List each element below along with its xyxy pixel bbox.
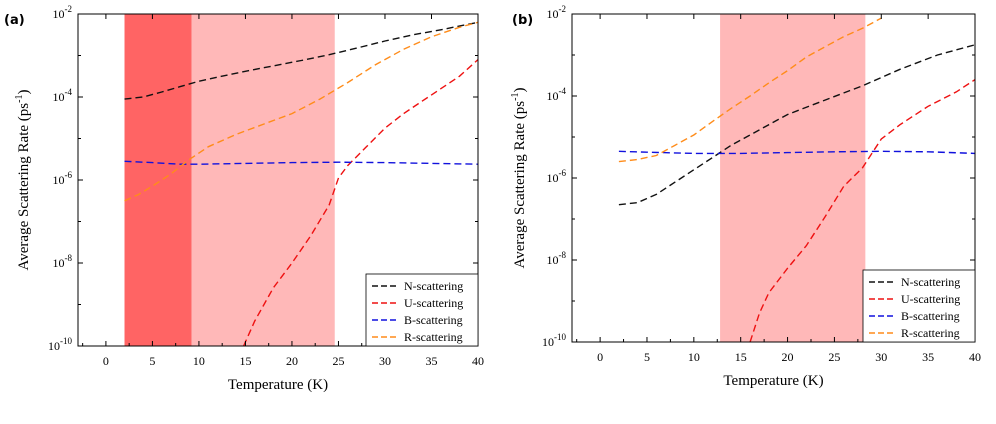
y-tick-exponent: -4	[65, 87, 73, 97]
y-axis-title-prefix: Average Scattering Rate (ps	[16, 103, 32, 271]
y-tick-label: 10-4	[53, 87, 73, 104]
y-tick-base: 10	[53, 90, 65, 104]
y-tick-base: 10	[547, 171, 559, 185]
series-line-u-scattering	[749, 79, 975, 342]
shaded-region	[720, 14, 866, 342]
y-tick-label: 10-8	[53, 253, 73, 270]
y-tick-exponent: -6	[65, 170, 73, 180]
y-axis-title-suffix: )	[512, 88, 528, 93]
x-tick-label: 5	[644, 350, 650, 364]
y-tick-exponent: -6	[559, 168, 567, 178]
legend-label: N-scattering	[901, 275, 960, 289]
x-tick-label: 15	[735, 350, 747, 364]
x-tick-label: 15	[239, 354, 251, 368]
series-line-u-scattering	[242, 59, 478, 346]
y-tick-base: 10	[547, 7, 559, 21]
y-axis-title-suffix: )	[16, 90, 32, 95]
y-axis-title-sup: -1	[510, 93, 521, 101]
plot-area	[124, 21, 478, 346]
y-tick-base: 10	[53, 7, 65, 21]
legend-label: R-scattering	[901, 326, 960, 340]
legend-label: U-scattering	[901, 292, 960, 306]
y-axis-title: Average Scattering Rate (ps-1)	[14, 90, 32, 271]
y-tick-label: 10-10	[542, 332, 566, 349]
x-tick-label: 25	[828, 350, 840, 364]
x-tick-label: 30	[875, 350, 887, 364]
panel-label: (b)	[512, 13, 533, 28]
legend: N-scattering U-scattering B-scattering R-sc…	[365, 273, 479, 347]
legend-label: U-scattering	[404, 296, 463, 310]
y-tick-base: 10	[53, 256, 65, 270]
shaded-region	[124, 14, 192, 346]
y-tick-base: 10	[547, 253, 559, 267]
series-line-r-scattering	[124, 21, 478, 202]
y-tick-exponent: -4	[559, 86, 567, 96]
legend-label: R-scattering	[404, 330, 463, 344]
y-tick-exponent: -8	[65, 253, 73, 263]
y-tick-base: 10	[53, 173, 65, 187]
x-tick-label: 40	[969, 350, 981, 364]
series-line-r-scattering	[618, 17, 882, 163]
x-tick-label: 40	[472, 354, 484, 368]
plot-area	[618, 17, 975, 342]
y-tick-exponent: -2	[559, 4, 567, 14]
x-tick-label: 35	[922, 350, 934, 364]
chart-panel-b: 0 5 10 15 20 25 30 35 4010-210-410-610-810-10Tem…	[510, 4, 981, 389]
y-tick-exponent: -10	[60, 336, 72, 346]
legend-label: B-scattering	[901, 309, 960, 323]
y-tick-base: 10	[542, 335, 554, 349]
x-tick-label: 35	[425, 354, 437, 368]
y-tick-base: 10	[547, 89, 559, 103]
y-tick-exponent: -10	[554, 332, 566, 342]
x-tick-label: 0	[103, 354, 109, 368]
y-tick-label: 10-2	[53, 4, 73, 21]
y-tick-label: 10-6	[53, 170, 73, 187]
x-tick-label: 25	[332, 354, 344, 368]
panel-label: (a)	[4, 13, 25, 28]
x-tick-label: 10	[193, 354, 205, 368]
series-line-n-scattering	[124, 21, 478, 100]
x-axis-title: Temperature (K)	[228, 377, 328, 393]
x-axis-title: Temperature (K)	[723, 373, 823, 389]
y-tick-label: 10-10	[48, 336, 72, 353]
y-tick-label: 10-2	[547, 4, 567, 21]
x-tick-label: 30	[379, 354, 391, 368]
y-tick-label: 10-4	[547, 86, 567, 103]
x-tick-label: 20	[286, 354, 298, 368]
y-tick-exponent: -2	[65, 4, 73, 14]
x-tick-label: 5	[149, 354, 155, 368]
y-tick-label: 10-8	[547, 250, 567, 267]
legend: N-scattering U-scattering B-scattering R-sc…	[862, 269, 976, 343]
y-axis-title-prefix: Average Scattering Rate (ps	[512, 101, 528, 269]
y-axis-title: Average Scattering Rate (ps-1)	[510, 88, 528, 269]
y-tick-label: 10-6	[547, 168, 567, 185]
chart-panel-a: 0 5 10 15 20 25 30 35 4010-210-410-610-810-10Tem…	[4, 4, 484, 393]
x-tick-label: 20	[782, 350, 794, 364]
x-tick-label: 10	[688, 350, 700, 364]
y-tick-exponent: -8	[559, 250, 567, 260]
series-line-b-scattering	[618, 150, 975, 155]
series-line-n-scattering	[618, 44, 975, 206]
y-axis-title-sup: -1	[14, 95, 25, 103]
y-tick-base: 10	[48, 339, 60, 353]
legend-label: N-scattering	[404, 279, 463, 293]
shaded-region	[191, 14, 335, 346]
series-line-b-scattering	[124, 160, 478, 165]
legend-label: B-scattering	[404, 313, 463, 327]
x-tick-label: 0	[597, 350, 603, 364]
